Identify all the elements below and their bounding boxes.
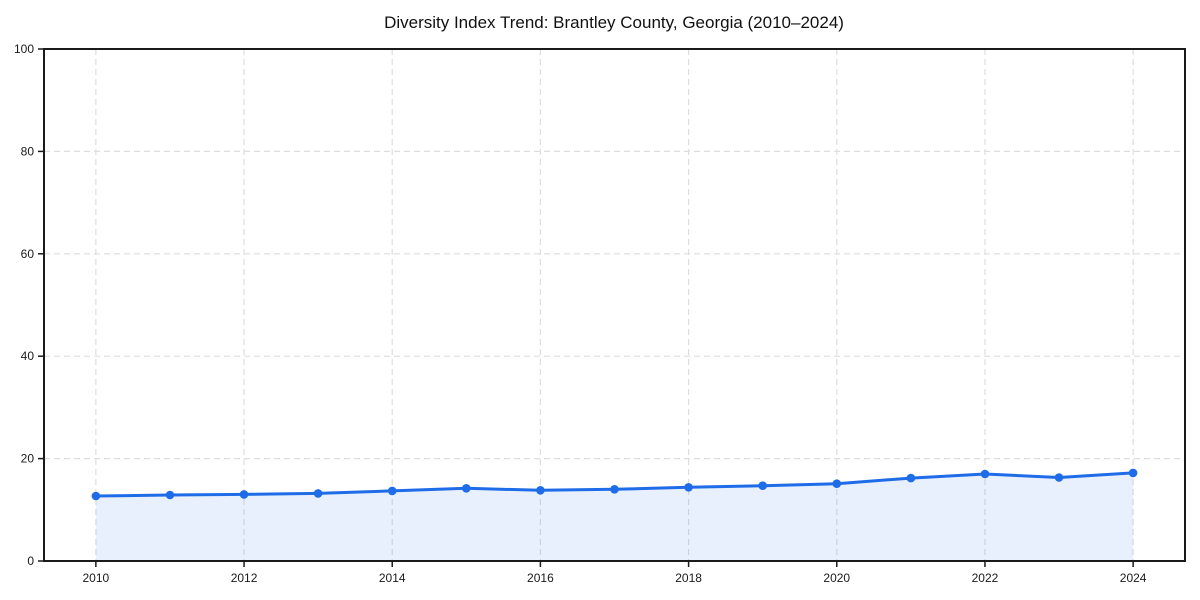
data-point-marker — [239, 490, 249, 499]
plot-border — [43, 48, 1186, 562]
data-point-marker — [684, 483, 693, 492]
area-fill — [95, 472, 1134, 561]
y-tick-label: 40 — [21, 349, 35, 363]
y-tick-label: 80 — [21, 144, 35, 158]
data-point-marker — [758, 481, 767, 491]
x-tick-label: 2018 — [675, 571, 702, 585]
axis-ticks — [38, 48, 1134, 567]
gridlines — [44, 49, 1185, 561]
data-point-marker — [91, 491, 101, 501]
x-tick-label: 2012 — [231, 571, 258, 585]
y-tick-label: 0 — [27, 554, 34, 568]
x-tick-label: 2024 — [1120, 571, 1147, 585]
data-point-marker — [906, 473, 916, 483]
data-point-marker — [610, 485, 619, 494]
x-tick-label: 2020 — [823, 571, 850, 585]
y-tick-label: 60 — [21, 247, 35, 261]
chart-title: Diversity Index Trend: Brantley County, … — [384, 13, 844, 32]
x-tick-label: 2014 — [379, 571, 406, 585]
data-point-marker — [462, 484, 471, 493]
data-point-marker — [536, 486, 545, 495]
axis-spines — [43, 48, 1186, 562]
y-tick-label: 20 — [21, 452, 35, 466]
data-point-marker — [387, 486, 397, 496]
data-point-marker — [165, 490, 175, 500]
data-point-marker — [832, 479, 842, 489]
x-tick-label: 2010 — [83, 571, 110, 585]
tick-labels: 2010 2012 2014 2016 2018 2020 2022 2024 0 20 40 60 8… — [14, 42, 1147, 585]
data-point-marker — [313, 489, 323, 498]
y-tick-label: 100 — [14, 42, 34, 56]
data-point-marker — [1128, 468, 1138, 478]
data-point-markers — [91, 468, 1138, 501]
series-area — [95, 472, 1134, 561]
x-tick-label: 2022 — [972, 571, 999, 585]
x-tick-label: 2016 — [527, 571, 554, 585]
data-point-marker — [1054, 473, 1064, 482]
data-point-marker — [980, 469, 990, 479]
